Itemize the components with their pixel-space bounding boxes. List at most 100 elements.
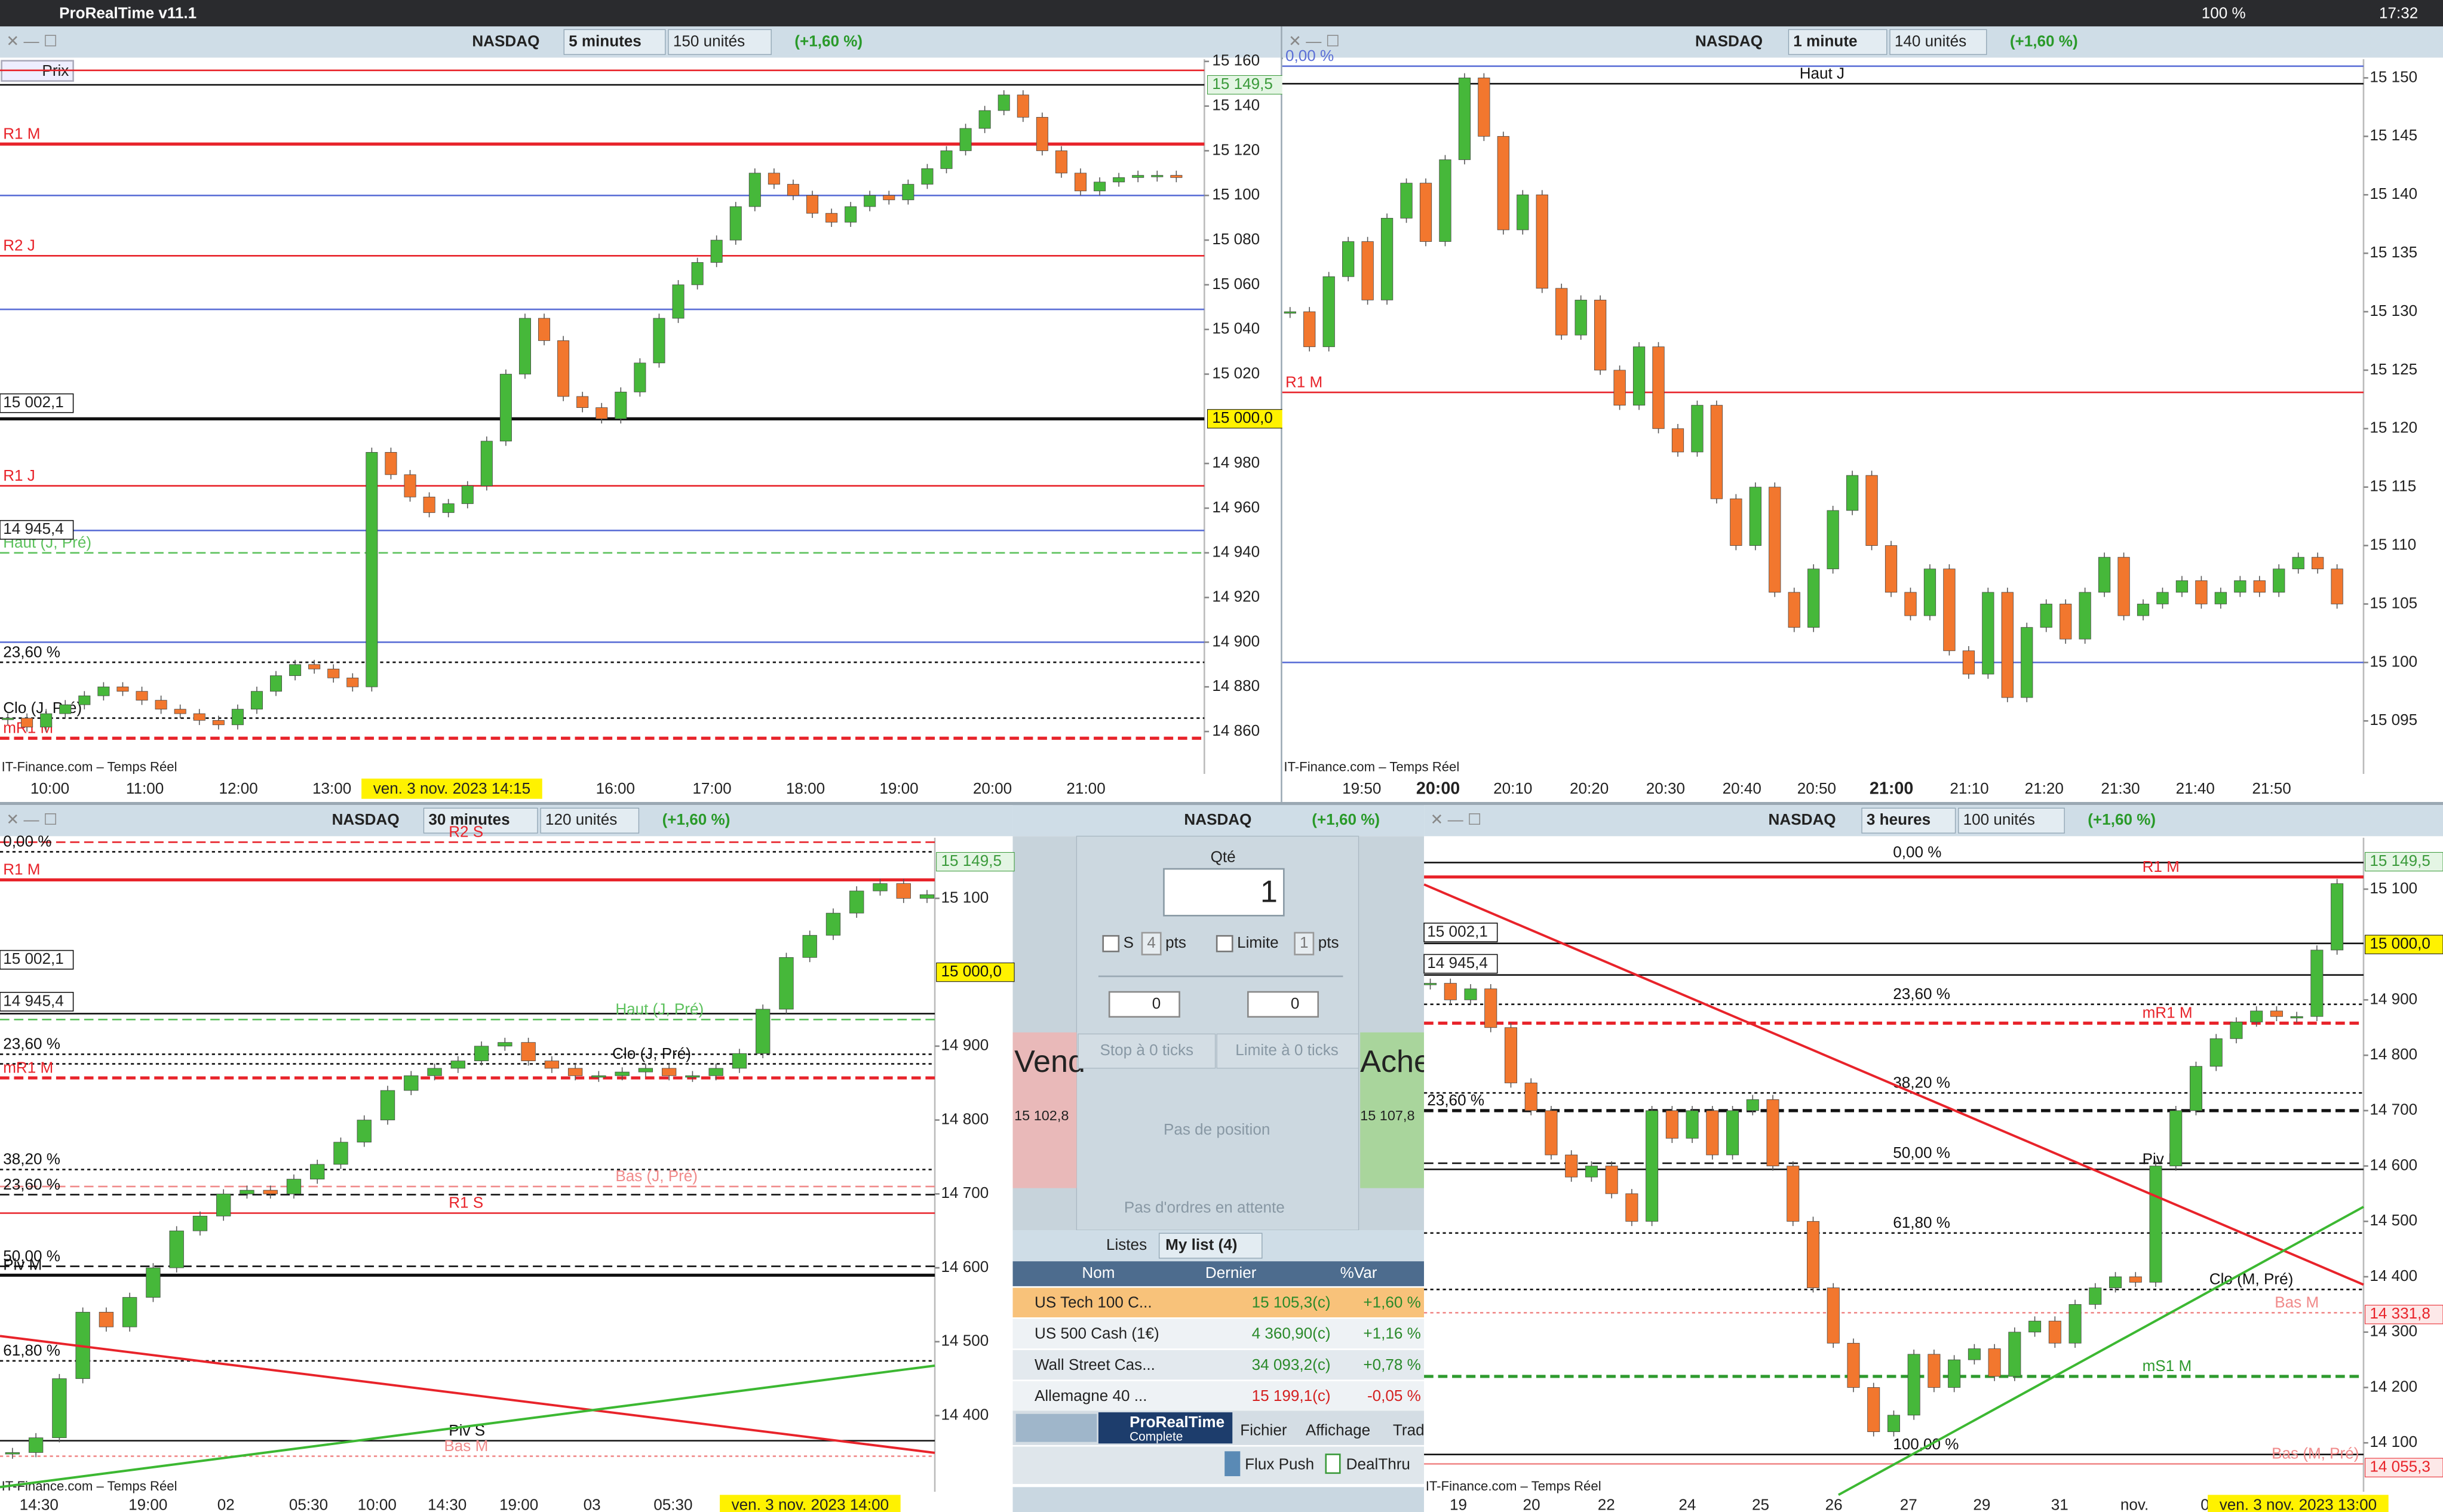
period-select[interactable] [563, 29, 666, 55]
y-tick-label: 14 900 [941, 1036, 989, 1054]
tool-bar [1012, 1446, 1425, 1485]
cell-name: US Tech 100 C... [1035, 1293, 1152, 1311]
limit-pts-box[interactable] [1294, 932, 1315, 955]
limit-ticks: Limite à 0 ticks [1235, 1041, 1338, 1059]
period-select[interactable] [1861, 807, 1956, 834]
candle-body [806, 195, 819, 214]
period[interactable]: 3 heures [1867, 810, 1931, 828]
units[interactable]: 140 unités [1895, 32, 1966, 50]
tool[interactable]: DealThru [1346, 1455, 1410, 1473]
candle-body [1594, 300, 1607, 371]
x-tick-label: 02 [217, 1495, 235, 1512]
tool[interactable]: Flux Push [1245, 1455, 1314, 1473]
candle-body [576, 396, 589, 408]
candle-body [263, 1190, 278, 1194]
candle-body [883, 195, 895, 201]
row[interactable] [1012, 1287, 1425, 1318]
date-highlight [361, 778, 542, 799]
date-highlight [2208, 1495, 2389, 1512]
candle-body [2175, 580, 2189, 593]
change: (+1,60 %) [662, 810, 731, 828]
price-box [0, 520, 74, 540]
menu-item[interactable]: Fichier [1240, 1421, 1287, 1439]
symbol[interactable]: NASDAQ [472, 32, 539, 50]
units[interactable]: 120 unités [545, 810, 617, 828]
period[interactable]: 30 minutes [428, 810, 510, 828]
sell-button[interactable] [1012, 1032, 1077, 1188]
period[interactable]: 1 minute [1793, 32, 1857, 50]
candle-body [59, 704, 72, 714]
period-select[interactable] [423, 807, 538, 834]
header[interactable]: %Var [1340, 1264, 1377, 1281]
symbol[interactable]: NASDAQ [332, 810, 400, 828]
candle-body [474, 1046, 489, 1061]
menu-item[interactable]: Trad [1393, 1421, 1425, 1439]
candle-body [1055, 150, 1067, 174]
price-box [1423, 954, 1498, 974]
source: IT-Finance.com – Temps Réel [1284, 759, 1459, 774]
candle-body [1575, 300, 1587, 336]
candle-body [557, 340, 570, 397]
menu-item[interactable]: Affichage [1306, 1421, 1370, 1439]
x-tick-label: 18:00 [786, 779, 825, 797]
stop-checkbox[interactable] [1102, 935, 1120, 952]
units[interactable]: 100 unités [1963, 810, 2035, 828]
units-select[interactable] [1958, 807, 2065, 834]
buy-button[interactable] [1360, 1032, 1425, 1188]
candle-body [357, 1120, 372, 1143]
sell-label: Vend [1014, 1044, 1085, 1079]
spinner[interactable] [1108, 991, 1180, 1018]
level-label: 23,60 % [1427, 1091, 1484, 1109]
limit-checkbox[interactable] [1216, 935, 1233, 952]
x-tick-label: 16:00 [596, 779, 635, 797]
menubar [0, 0, 2443, 27]
candle-body [1907, 1354, 1920, 1416]
qty-input[interactable] [1163, 868, 1285, 917]
candle-body [1686, 1110, 1699, 1139]
row[interactable] [1012, 1350, 1425, 1380]
tab[interactable]: Listes [1106, 1236, 1147, 1253]
header[interactable]: Dernier [1205, 1264, 1257, 1281]
candle-body [1497, 136, 1509, 231]
units-select[interactable] [1889, 29, 1987, 55]
candle-body [1807, 568, 1820, 628]
x-tick-label: 20:00 [973, 779, 1012, 797]
list-name[interactable]: My list (4) [1165, 1236, 1237, 1253]
trend-line [1837, 1206, 2364, 1496]
period-select[interactable] [1788, 29, 1888, 55]
candle-body [2156, 592, 2169, 604]
y-tick-label: 14 700 [941, 1184, 989, 1201]
row[interactable] [1012, 1319, 1425, 1349]
symbol[interactable]: NASDAQ [1769, 810, 1836, 828]
candle-body [710, 239, 723, 263]
candle-body [21, 718, 33, 727]
app-name[interactable]: ProRealTime v11.1 [59, 4, 197, 21]
candle-body [155, 700, 167, 710]
candle-body [2270, 1010, 2283, 1017]
candle-body [685, 1075, 700, 1078]
level-label: 23,60 % [3, 643, 60, 660]
y-tick-label: 15 060 [1212, 275, 1260, 293]
header[interactable]: Nom [1082, 1264, 1115, 1281]
y-tick-label: 14 600 [2370, 1155, 2417, 1173]
units-select[interactable] [668, 29, 772, 55]
cell-name: US 500 Cash (1€) [1035, 1324, 1159, 1342]
level-label: R2 S [449, 823, 483, 841]
row[interactable] [1012, 1381, 1425, 1411]
level-label: Haut (J, Pré) [615, 1000, 704, 1018]
list-select[interactable] [1159, 1233, 1263, 1259]
units-select[interactable] [540, 807, 640, 834]
units[interactable]: 150 unités [673, 32, 745, 50]
x-tick-label: 25 [1752, 1495, 1769, 1512]
limit-ticks-button[interactable] [1216, 1033, 1359, 1069]
trend-line [0, 1335, 935, 1454]
stop-ticks-button[interactable] [1078, 1033, 1216, 1069]
candle-body [1646, 1110, 1659, 1222]
spinner[interactable] [1247, 991, 1319, 1018]
period[interactable]: 5 minutes [569, 32, 642, 50]
window-controls: ✕ — ☐ [1288, 32, 1340, 50]
symbol[interactable]: NASDAQ [1184, 810, 1251, 828]
stop-pts-box[interactable] [1141, 932, 1162, 955]
symbol[interactable]: NASDAQ [1695, 32, 1763, 50]
